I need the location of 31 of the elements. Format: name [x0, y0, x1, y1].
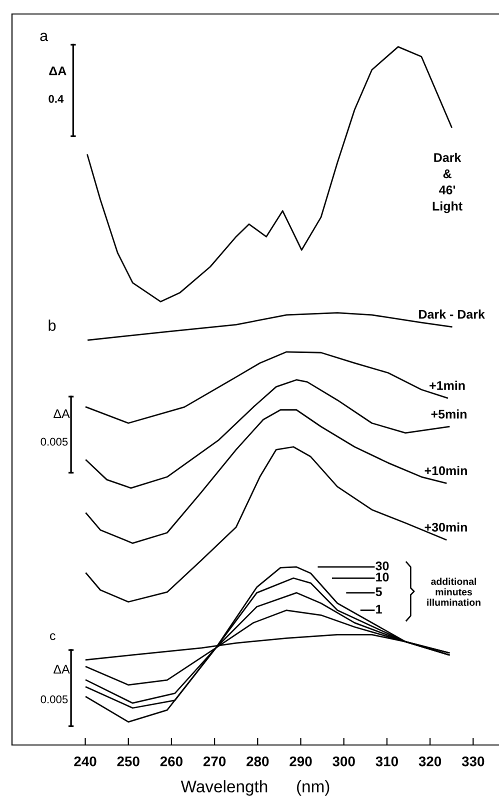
annotation: ΔA — [49, 66, 66, 76]
annotation: c — [50, 633, 56, 640]
x-tick-label: 240 — [74, 756, 96, 766]
x-tick-label: 310 — [376, 756, 398, 766]
x-tick-label: 300 — [332, 756, 355, 766]
series-label: +5min — [431, 409, 466, 419]
series-label: +30min — [424, 522, 467, 532]
annotation: b — [48, 320, 56, 331]
x-tick-label: 270 — [203, 756, 226, 766]
x-tick-label: 290 — [290, 756, 312, 766]
annotation: additional minutes illumination — [427, 578, 480, 606]
annotation: 0.005 — [40, 695, 68, 704]
legend-label: 10 — [376, 572, 389, 582]
annotation: 0.4 — [48, 94, 64, 103]
x-tick-label: 320 — [418, 756, 442, 766]
legend-label: 1 — [376, 604, 382, 614]
x-tick-label: 280 — [246, 756, 269, 766]
series-label: +1min — [430, 380, 465, 390]
legend-label: 30 — [376, 561, 389, 570]
x-tick-label: 330 — [462, 756, 484, 766]
annotation: ΔA — [54, 664, 70, 674]
text: Dark & 46' Light — [432, 152, 462, 214]
x-tick-label: 260 — [160, 756, 182, 766]
series-label: Dark - Dark — [419, 310, 485, 319]
x-tick-label: 250 — [117, 756, 140, 766]
legend-label: 5 — [376, 587, 382, 596]
x-axis-title: Wavelength (nm) — [180, 780, 330, 796]
annotation: 0.005 — [40, 438, 68, 446]
text: a — [40, 32, 48, 42]
series-label: +10min — [424, 466, 467, 476]
annotation: ΔA — [54, 409, 70, 418]
